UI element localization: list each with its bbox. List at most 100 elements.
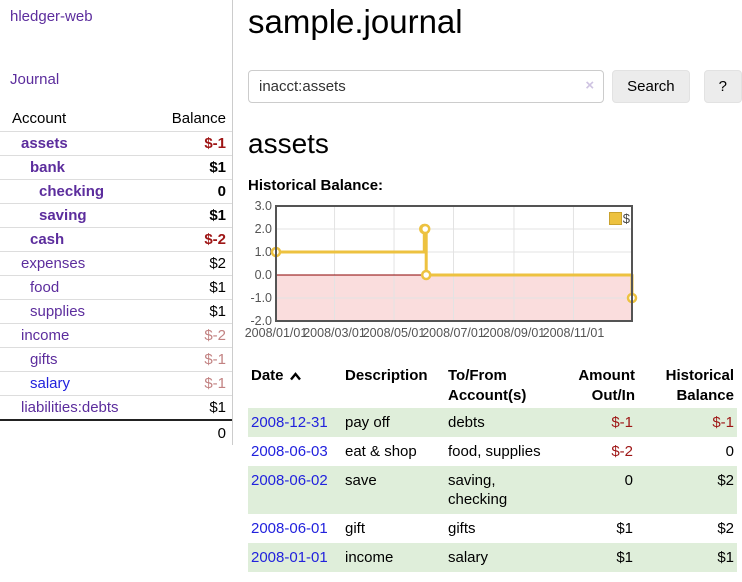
- account-link[interactable]: gifts: [30, 351, 58, 368]
- register-header-row: Date Description To/From Account(s) Amou…: [248, 364, 737, 408]
- account-link[interactable]: liabilities:debts: [21, 399, 119, 416]
- account-row: cash $-2: [0, 227, 232, 251]
- transaction-balance: $2: [717, 520, 734, 537]
- account-link[interactable]: assets: [21, 135, 68, 152]
- account-balance: $-1: [204, 375, 226, 392]
- nav-journal-link[interactable]: Journal: [10, 71, 60, 88]
- column-header-date[interactable]: Date: [248, 364, 345, 408]
- transaction-date-link[interactable]: 2008-06-02: [251, 472, 328, 489]
- transaction-description: save: [345, 472, 377, 489]
- account-link[interactable]: income: [21, 327, 70, 344]
- accounts-total-row: 0: [0, 419, 232, 446]
- accounts-total-value: 0: [217, 425, 226, 442]
- x-axis-tick: 2008/07/01: [422, 326, 485, 340]
- column-header-description: Description: [345, 367, 428, 384]
- account-link[interactable]: cash: [30, 231, 65, 248]
- account-row: assets $-1: [0, 131, 232, 155]
- account-link[interactable]: bank: [30, 159, 66, 176]
- transaction-date-link[interactable]: 2008-06-03: [251, 443, 328, 460]
- search-input[interactable]: [248, 70, 605, 103]
- account-row: expenses $2: [0, 251, 232, 275]
- accounts-table: Account Balance assets $-1 bank $1 checking 0…: [0, 108, 232, 446]
- account-row: gifts $-1: [0, 347, 232, 371]
- account-balance: $-1: [204, 135, 226, 152]
- x-axis-tick: 2008/03/01: [303, 326, 366, 340]
- accounts-rows: assets $-1 bank $1 checking 0 saving $1 cash $-2 e…: [0, 131, 232, 419]
- transaction-amount: $1: [616, 549, 633, 566]
- app-title-link[interactable]: hledger-web: [10, 8, 93, 25]
- transaction-description: gift: [345, 520, 366, 537]
- table-row: 2008-06-01 gift gifts $1 $2: [248, 514, 737, 543]
- clear-search-icon[interactable]: ×: [585, 77, 595, 94]
- x-axis-tick: 2008/11/01: [542, 326, 605, 340]
- account-heading: assets: [248, 128, 329, 159]
- account-balance: $-2: [204, 231, 226, 248]
- column-header-date-label: Date: [251, 367, 284, 384]
- table-row: 2008-12-31 pay off debts $-1 $-1: [248, 408, 737, 437]
- transaction-amount: $-2: [611, 443, 633, 460]
- chart-title: Historical Balance:: [248, 177, 384, 194]
- transaction-balance: $-1: [712, 414, 734, 431]
- column-header-balance: Historical Balance: [665, 367, 734, 404]
- account-link[interactable]: expenses: [21, 255, 86, 272]
- account-balance: $-2: [204, 327, 226, 344]
- account-link[interactable]: food: [30, 279, 60, 296]
- account-link[interactable]: saving: [39, 207, 87, 224]
- account-row: salary $-1: [0, 371, 232, 395]
- chart-plot: [270, 205, 638, 322]
- y-axis-tick: 3.0: [254, 199, 272, 213]
- x-axis-tick: 2008/01/01: [244, 326, 308, 340]
- account-row: income $-2: [0, 323, 232, 347]
- balance-chart: 3.0 2.0 1.0 0.0 -1.0 -2.0 $ 2008/01/01 2008/03…: [245, 199, 638, 341]
- account-balance: $1: [209, 303, 226, 320]
- accounts-header-account: Account: [12, 110, 67, 127]
- column-header-amount: Amount Out/In: [578, 367, 635, 404]
- transaction-amount: $-1: [611, 414, 633, 431]
- accounts-table-header: Account Balance: [0, 108, 232, 131]
- x-axis-tick: 2008/05/01: [362, 326, 426, 340]
- transaction-accounts: gifts: [448, 520, 476, 537]
- y-axis-tick: 1.0: [254, 245, 272, 259]
- account-row: food $1: [0, 275, 232, 299]
- transaction-accounts: saving, checking: [448, 472, 508, 508]
- account-row: liabilities:debts $1: [0, 395, 232, 419]
- account-balance: 0: [217, 183, 226, 200]
- account-row: supplies $1: [0, 299, 232, 323]
- account-balance: $-1: [204, 351, 226, 368]
- page-title: sample.journal: [248, 3, 463, 40]
- transaction-balance: 0: [725, 443, 734, 460]
- table-row: 2008-01-01 income salary $1 $1: [248, 543, 737, 572]
- table-row: 2008-06-03 eat & shop food, supplies $-2 0: [248, 437, 737, 466]
- transaction-balance: $1: [717, 549, 734, 566]
- transaction-amount: 0: [624, 472, 633, 489]
- transaction-accounts: salary: [448, 549, 489, 566]
- account-balance: $1: [209, 207, 226, 224]
- transaction-date-link[interactable]: 2008-01-01: [251, 549, 328, 566]
- search-bar: × Search ?: [248, 70, 742, 103]
- transaction-accounts: food, supplies: [448, 443, 541, 460]
- account-balance: $1: [209, 279, 226, 296]
- account-balance: $2: [209, 255, 226, 272]
- main-content: sample.journal × Search ? assets Histori…: [233, 2, 742, 572]
- register-table: Date Description To/From Account(s) Amou…: [248, 364, 737, 572]
- account-link[interactable]: checking: [39, 183, 105, 200]
- transaction-amount: $1: [616, 520, 633, 537]
- y-axis-tick: -1.0: [250, 291, 272, 305]
- transaction-date-link[interactable]: 2008-06-01: [251, 520, 328, 537]
- account-link[interactable]: salary: [30, 375, 71, 392]
- chevron-up-icon: [289, 372, 301, 381]
- search-input-wrap: ×: [248, 70, 605, 103]
- transaction-accounts: debts: [448, 414, 485, 431]
- transaction-description: income: [345, 549, 394, 566]
- account-link[interactable]: supplies: [30, 303, 86, 320]
- y-axis-tick: 2.0: [254, 222, 272, 236]
- search-button[interactable]: Search: [612, 70, 690, 103]
- accounts-header-balance: Balance: [171, 110, 226, 127]
- help-button[interactable]: ?: [703, 70, 742, 103]
- y-axis-tick: 0.0: [254, 268, 272, 282]
- chart-legend: $: [608, 211, 630, 226]
- sidebar: hledger-web Journal Account Balance asse…: [0, 0, 233, 445]
- legend-label: $: [622, 211, 630, 226]
- transaction-date-link[interactable]: 2008-12-31: [251, 414, 328, 431]
